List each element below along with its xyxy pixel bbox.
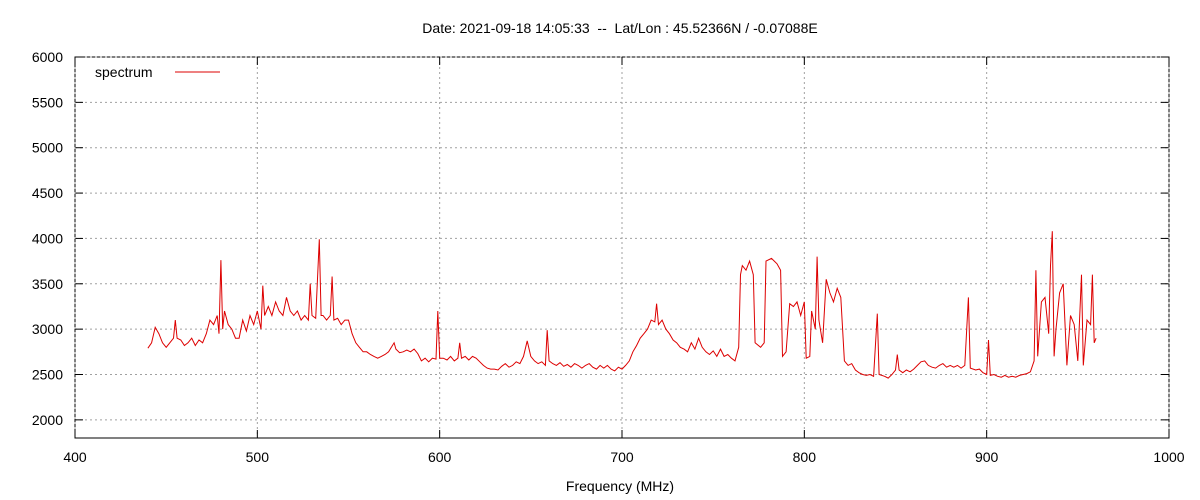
y-tick-label: 2000 — [32, 412, 63, 428]
x-tick-label: 800 — [793, 449, 817, 465]
y-tick-label: 4000 — [32, 230, 63, 246]
y-tick-label: 2500 — [32, 367, 63, 383]
y-tick-label: 5500 — [32, 94, 63, 110]
x-tick-label: 900 — [975, 449, 999, 465]
x-tick-label: 500 — [246, 449, 270, 465]
legend-label: spectrum — [95, 64, 153, 80]
chart-title: Date: 2021-09-18 14:05:33 -- Lat/Lon : 4… — [422, 20, 817, 36]
y-tick-label: 3500 — [32, 276, 63, 292]
x-axis-label: Frequency (MHz) — [566, 478, 674, 494]
y-tick-label: 6000 — [32, 49, 63, 65]
spectrum-line — [147, 231, 1097, 379]
x-tick-label: 1000 — [1153, 449, 1184, 465]
y-tick-label: 3000 — [32, 321, 63, 337]
y-tick-label: 4500 — [32, 185, 63, 201]
y-tick-label: 5000 — [32, 140, 63, 156]
x-tick-label: 400 — [63, 449, 87, 465]
x-tick-label: 600 — [428, 449, 452, 465]
x-tick-label: 700 — [610, 449, 634, 465]
